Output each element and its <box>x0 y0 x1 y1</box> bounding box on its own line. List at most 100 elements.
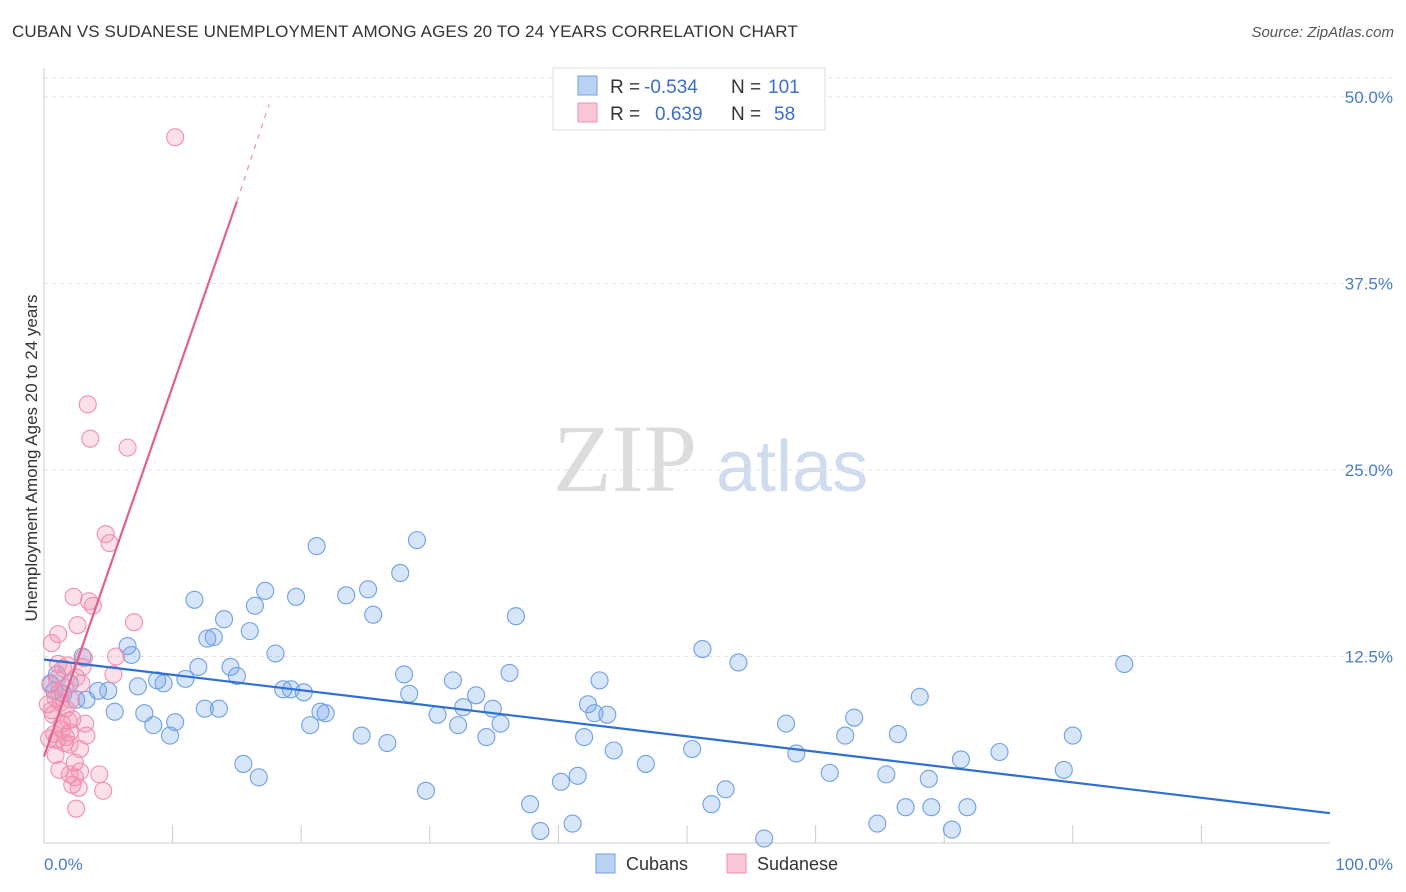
point-cubans-88 <box>877 765 896 784</box>
legend-swatch-cubans <box>577 75 598 96</box>
point-cubans-55 <box>443 671 462 690</box>
point-cubans-34 <box>256 581 275 600</box>
point-cubans-29 <box>227 666 246 685</box>
legend: R = -0.534 N = 101 R = 0.639 N = 58 <box>552 67 826 131</box>
point-cubans-45 <box>352 726 371 745</box>
point-cubans-83 <box>787 744 806 763</box>
point-sudanese-56 <box>70 739 90 759</box>
y-tick-label-0: 12.5% <box>1345 648 1393 667</box>
trend-line-sudanese-extension <box>236 104 270 202</box>
point-cubans-23 <box>195 699 214 718</box>
point-cubans-10 <box>105 702 124 721</box>
trend-lines <box>42 104 1331 815</box>
point-sudanese-8 <box>49 625 68 644</box>
point-cubans-100 <box>1115 654 1134 674</box>
point-cubans-67 <box>563 814 582 833</box>
point-sudanese-37 <box>81 429 100 448</box>
point-cubans-49 <box>391 563 410 582</box>
watermark-atlas: atlas <box>716 427 868 507</box>
point-cubans-15 <box>144 716 163 735</box>
point-sudanese-45 <box>118 438 137 457</box>
bottom-legend-swatch-sudanese <box>726 853 747 874</box>
point-sudanese-50 <box>46 745 65 765</box>
point-cubans-35 <box>266 644 285 663</box>
point-sudanese-39 <box>90 765 109 784</box>
legend-r-value-sudanese: 0.639 <box>655 104 703 125</box>
point-cubans-58 <box>467 686 486 705</box>
point-cubans-76 <box>683 739 702 759</box>
point-sudanese-30 <box>72 674 91 693</box>
bottom-legend-swatch-cubans <box>595 853 616 874</box>
point-cubans-28 <box>221 657 240 676</box>
point-cubans-87 <box>868 814 887 833</box>
legend-r-label-sudanese: R = <box>610 104 640 125</box>
point-cubans-85 <box>836 726 855 745</box>
x-tick-label-0: 0.0% <box>44 855 83 874</box>
point-cubans-47 <box>364 605 383 624</box>
point-cubans-19 <box>166 713 185 732</box>
point-cubans-38 <box>287 587 306 606</box>
point-cubans-97 <box>990 742 1009 762</box>
point-sudanese-35 <box>78 395 97 414</box>
bottom-legend-label-sudanese: Sudanese <box>757 854 838 874</box>
point-cubans-24 <box>198 629 217 648</box>
trend-line-sudanese <box>42 201 238 757</box>
point-cubans-69 <box>575 728 594 747</box>
point-sudanese-43 <box>104 665 123 684</box>
point-cubans-68 <box>568 766 587 785</box>
y-axis-label: Unemployment Among Ages 20 to 24 years <box>22 295 41 622</box>
point-cubans-11 <box>118 637 137 656</box>
legend-swatch-sudanese <box>577 102 598 123</box>
point-cubans-66 <box>551 772 571 791</box>
point-cubans-77 <box>693 639 712 659</box>
point-cubans-13 <box>128 677 147 696</box>
point-cubans-79 <box>716 780 735 799</box>
watermark-zip: ZIP <box>553 405 697 512</box>
point-cubans-26 <box>209 699 228 718</box>
point-cubans-72 <box>590 671 609 690</box>
point-cubans-50 <box>395 665 414 684</box>
point-cubans-63 <box>506 607 526 626</box>
point-sudanese-18 <box>60 765 79 784</box>
point-cubans-74 <box>604 741 623 760</box>
point-cubans-95 <box>951 750 970 769</box>
point-cubans-41 <box>307 537 326 556</box>
series-cubans-points <box>41 531 1134 848</box>
point-cubans-98 <box>1054 760 1073 779</box>
point-cubans-90 <box>896 798 915 817</box>
point-cubans-96 <box>958 798 977 817</box>
point-cubans-78 <box>702 795 721 814</box>
point-cubans-17 <box>154 674 173 693</box>
x-tick-label-1: 100.0% <box>1335 855 1393 874</box>
point-cubans-81 <box>755 829 774 848</box>
point-cubans-59 <box>477 728 496 747</box>
point-cubans-44 <box>337 586 356 605</box>
point-cubans-46 <box>359 580 378 599</box>
bottom-legend-label-cubans: Cubans <box>626 854 688 874</box>
point-cubans-92 <box>919 769 938 788</box>
point-cubans-93 <box>922 798 941 817</box>
y-tick-labels: 12.5% 25.0% 37.5% 50.0% <box>1345 88 1393 667</box>
point-cubans-43 <box>316 704 335 723</box>
point-cubans-99 <box>1063 726 1082 745</box>
point-cubans-8 <box>88 681 108 700</box>
point-cubans-52 <box>407 531 426 550</box>
point-cubans-40 <box>301 716 320 735</box>
point-cubans-65 <box>531 822 550 841</box>
point-cubans-51 <box>400 684 419 703</box>
point-cubans-9 <box>99 681 118 700</box>
point-sudanese-46 <box>124 613 144 632</box>
point-sudanese-28 <box>69 778 88 797</box>
point-cubans-84 <box>820 763 839 782</box>
point-sudanese-40 <box>94 781 113 800</box>
point-sudanese-2 <box>42 634 61 653</box>
point-cubans-25 <box>204 628 223 647</box>
point-cubans-75 <box>636 754 655 773</box>
point-cubans-53 <box>416 781 435 800</box>
x-tick-labels: 0.0% 100.0% <box>44 855 1393 874</box>
point-cubans-31 <box>240 622 259 641</box>
legend-n-label-cubans: N = <box>731 77 761 98</box>
point-sudanese-47 <box>166 128 185 147</box>
y-tick-label-1: 25.0% <box>1345 461 1393 480</box>
point-cubans-32 <box>245 596 264 615</box>
